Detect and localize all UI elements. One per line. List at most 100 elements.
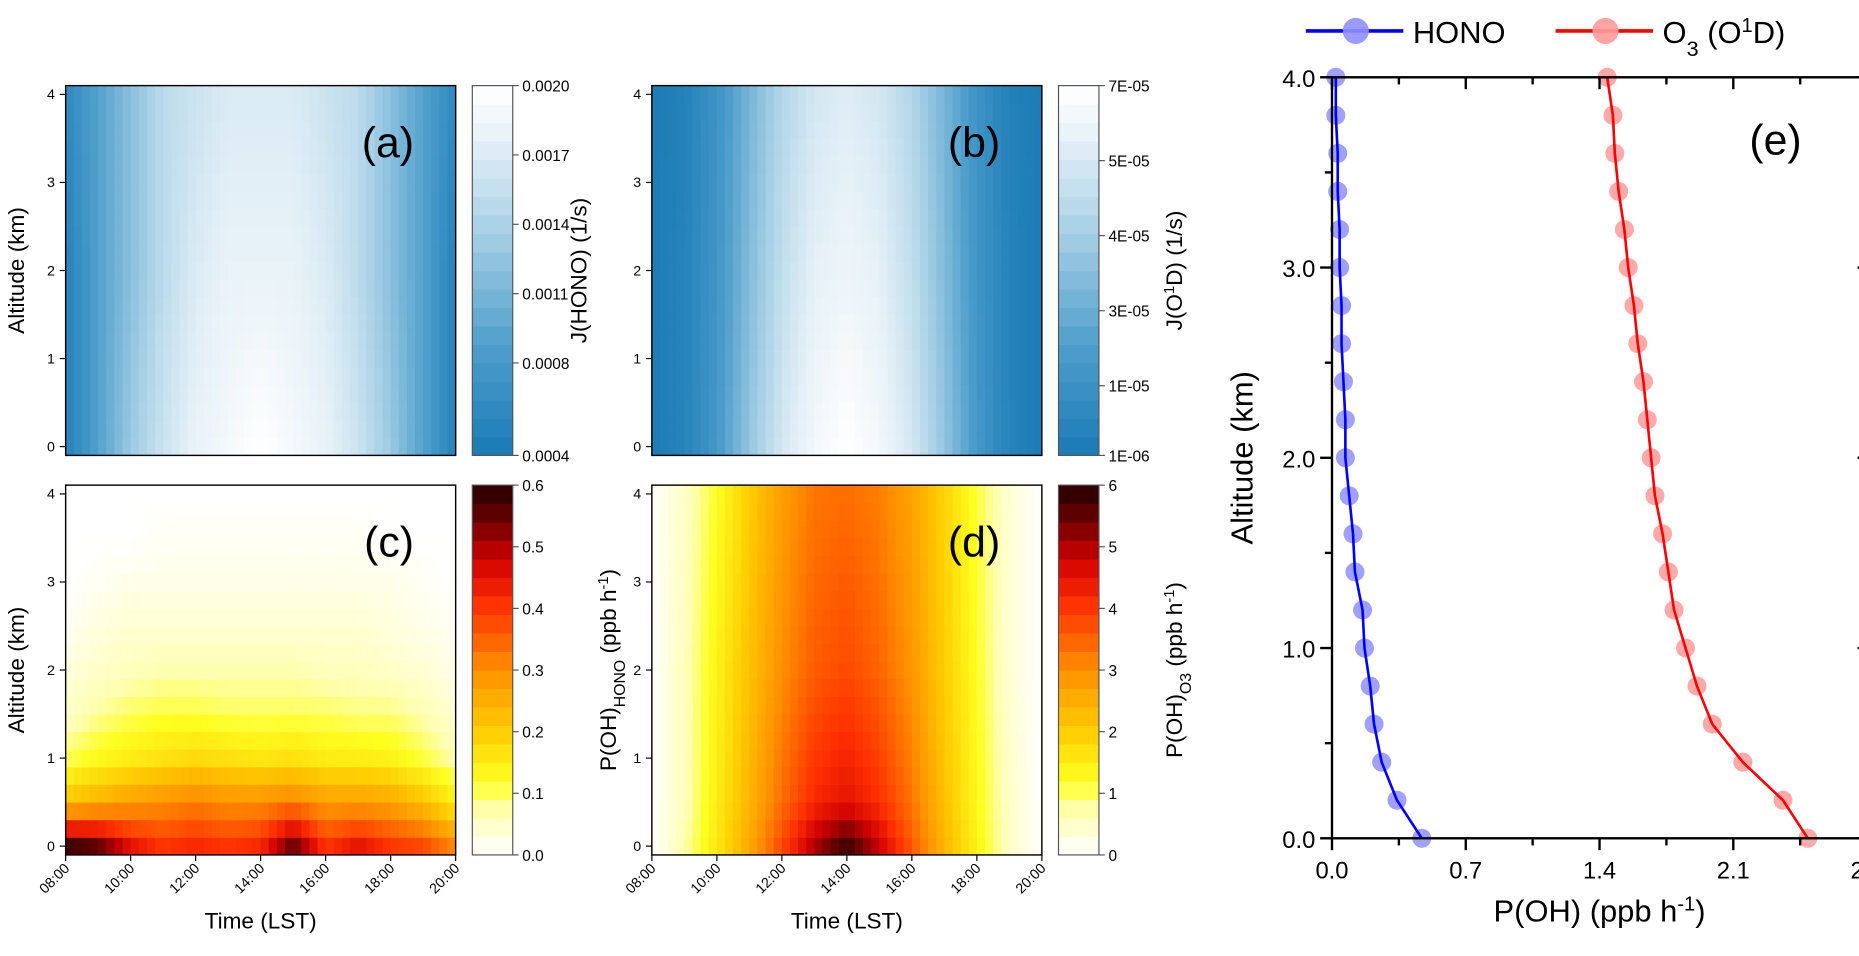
heatmap-cell	[220, 573, 229, 592]
heatmap-cell	[187, 555, 197, 574]
heatmap-cell	[692, 314, 702, 333]
heatmap-cell	[928, 367, 937, 386]
heatmap-cell	[700, 696, 710, 715]
heatmap-cell	[203, 731, 213, 750]
heatmap-cell	[708, 85, 718, 104]
heatmap-cell	[341, 696, 351, 715]
heatmap-cell	[765, 279, 775, 298]
heatmap-cell	[668, 696, 677, 715]
heatmap-cell	[1033, 502, 1043, 521]
heatmap-cell	[789, 643, 799, 662]
heatmap-cell	[146, 244, 156, 263]
heatmap-cell	[220, 537, 229, 557]
heatmap-cell	[854, 731, 864, 750]
heatmap-cell	[415, 696, 424, 715]
heatmap-cell	[81, 520, 91, 539]
heatmap-cell	[676, 349, 685, 368]
heatmap-cell	[1009, 661, 1018, 680]
heatmap-cell	[1025, 520, 1035, 539]
heatmap-cell	[903, 643, 913, 662]
heatmap-cell	[1009, 819, 1018, 838]
heatmap-cell	[268, 678, 278, 697]
heatmap-cell	[98, 402, 107, 421]
heatmap-cell	[163, 402, 172, 421]
heatmap-cell	[260, 437, 270, 456]
heatmap-cell	[106, 520, 115, 539]
heatmap-cell	[984, 485, 994, 504]
heatmap-cell	[406, 85, 416, 104]
heatmap-cell	[358, 437, 367, 456]
heatmap-cell	[757, 626, 767, 645]
heatmap-cell	[733, 678, 742, 697]
heatmap-cell	[179, 226, 189, 245]
heatmap-cell	[228, 420, 237, 439]
heatmap-cell	[179, 802, 189, 821]
heatmap-cell	[895, 626, 905, 645]
heatmap-cell	[1033, 714, 1043, 733]
heatmap-cell	[317, 678, 327, 697]
heatmap-cell	[220, 120, 229, 139]
heatmap-cell	[220, 314, 229, 333]
heatmap-cell	[887, 590, 897, 609]
heatmap-cell	[659, 384, 669, 404]
legend-marker-o3	[1592, 17, 1619, 44]
heatmap-cell	[146, 384, 156, 404]
heatmap-cell	[944, 138, 953, 157]
heatmap-cell	[895, 590, 905, 609]
heatmap-cell	[358, 191, 367, 210]
heatmap-cell	[838, 643, 848, 662]
heatmap-cell	[309, 208, 319, 227]
heatmap-cell	[846, 402, 856, 421]
heatmap-cell	[1009, 731, 1018, 750]
heatmap-cell	[676, 191, 685, 210]
heatmap-cell	[854, 120, 864, 139]
heatmap-cell	[122, 502, 132, 521]
heatmap-cell	[195, 420, 205, 439]
heatmap-cell	[406, 420, 416, 439]
heatmap-cell	[171, 349, 180, 368]
heatmap-cell	[228, 244, 237, 263]
heatmap-cell	[968, 226, 978, 245]
heatmap-cell	[390, 731, 400, 750]
heatmap-cell	[155, 555, 164, 574]
heatmap-cell	[268, 520, 278, 539]
heatmap-cell	[911, 367, 921, 386]
heatmap-cell	[976, 837, 986, 856]
heatmap-cell	[390, 332, 400, 351]
heatmap-cell	[317, 173, 327, 192]
heatmap-cell	[692, 261, 702, 280]
heatmap-cell	[268, 608, 278, 627]
heatmap-cell	[1001, 120, 1010, 139]
heatmap-cell	[146, 502, 156, 521]
heatmap-cell	[439, 608, 449, 627]
heatmap-cell	[692, 138, 702, 157]
heatmap-cell	[187, 749, 197, 768]
x-tick-label: 0.7	[1449, 858, 1482, 885]
heatmap-cell	[798, 402, 807, 421]
heatmap-cell	[708, 103, 718, 122]
heatmap-cell	[423, 85, 432, 104]
x-tick-label: 1.4	[1583, 858, 1616, 885]
heatmap-cell	[928, 643, 937, 662]
heatmap-cell	[447, 173, 457, 192]
heatmap-cell	[684, 384, 693, 404]
heatmap-cell	[757, 643, 767, 662]
heatmap-cell	[830, 520, 840, 539]
heatmap-cell	[676, 420, 685, 439]
heatmap-cell	[1001, 261, 1010, 280]
heatmap-cell	[798, 749, 807, 768]
heatmap-cell	[390, 85, 400, 104]
label-part: P(OH)	[596, 707, 621, 771]
heatmap-cell	[276, 819, 286, 838]
heatmap-cell	[806, 643, 815, 662]
heatmap-cell	[268, 332, 278, 351]
heatmap-cell	[773, 731, 783, 750]
heatmap-cell	[146, 296, 156, 316]
heatmap-cell	[211, 349, 221, 368]
heatmap-cell	[854, 85, 864, 104]
heatmap-cell	[1025, 367, 1035, 386]
heatmap-cell	[447, 502, 457, 521]
heatmap-cell	[252, 608, 262, 627]
heatmap-cell	[301, 103, 310, 122]
heatmap-cell	[863, 626, 872, 645]
